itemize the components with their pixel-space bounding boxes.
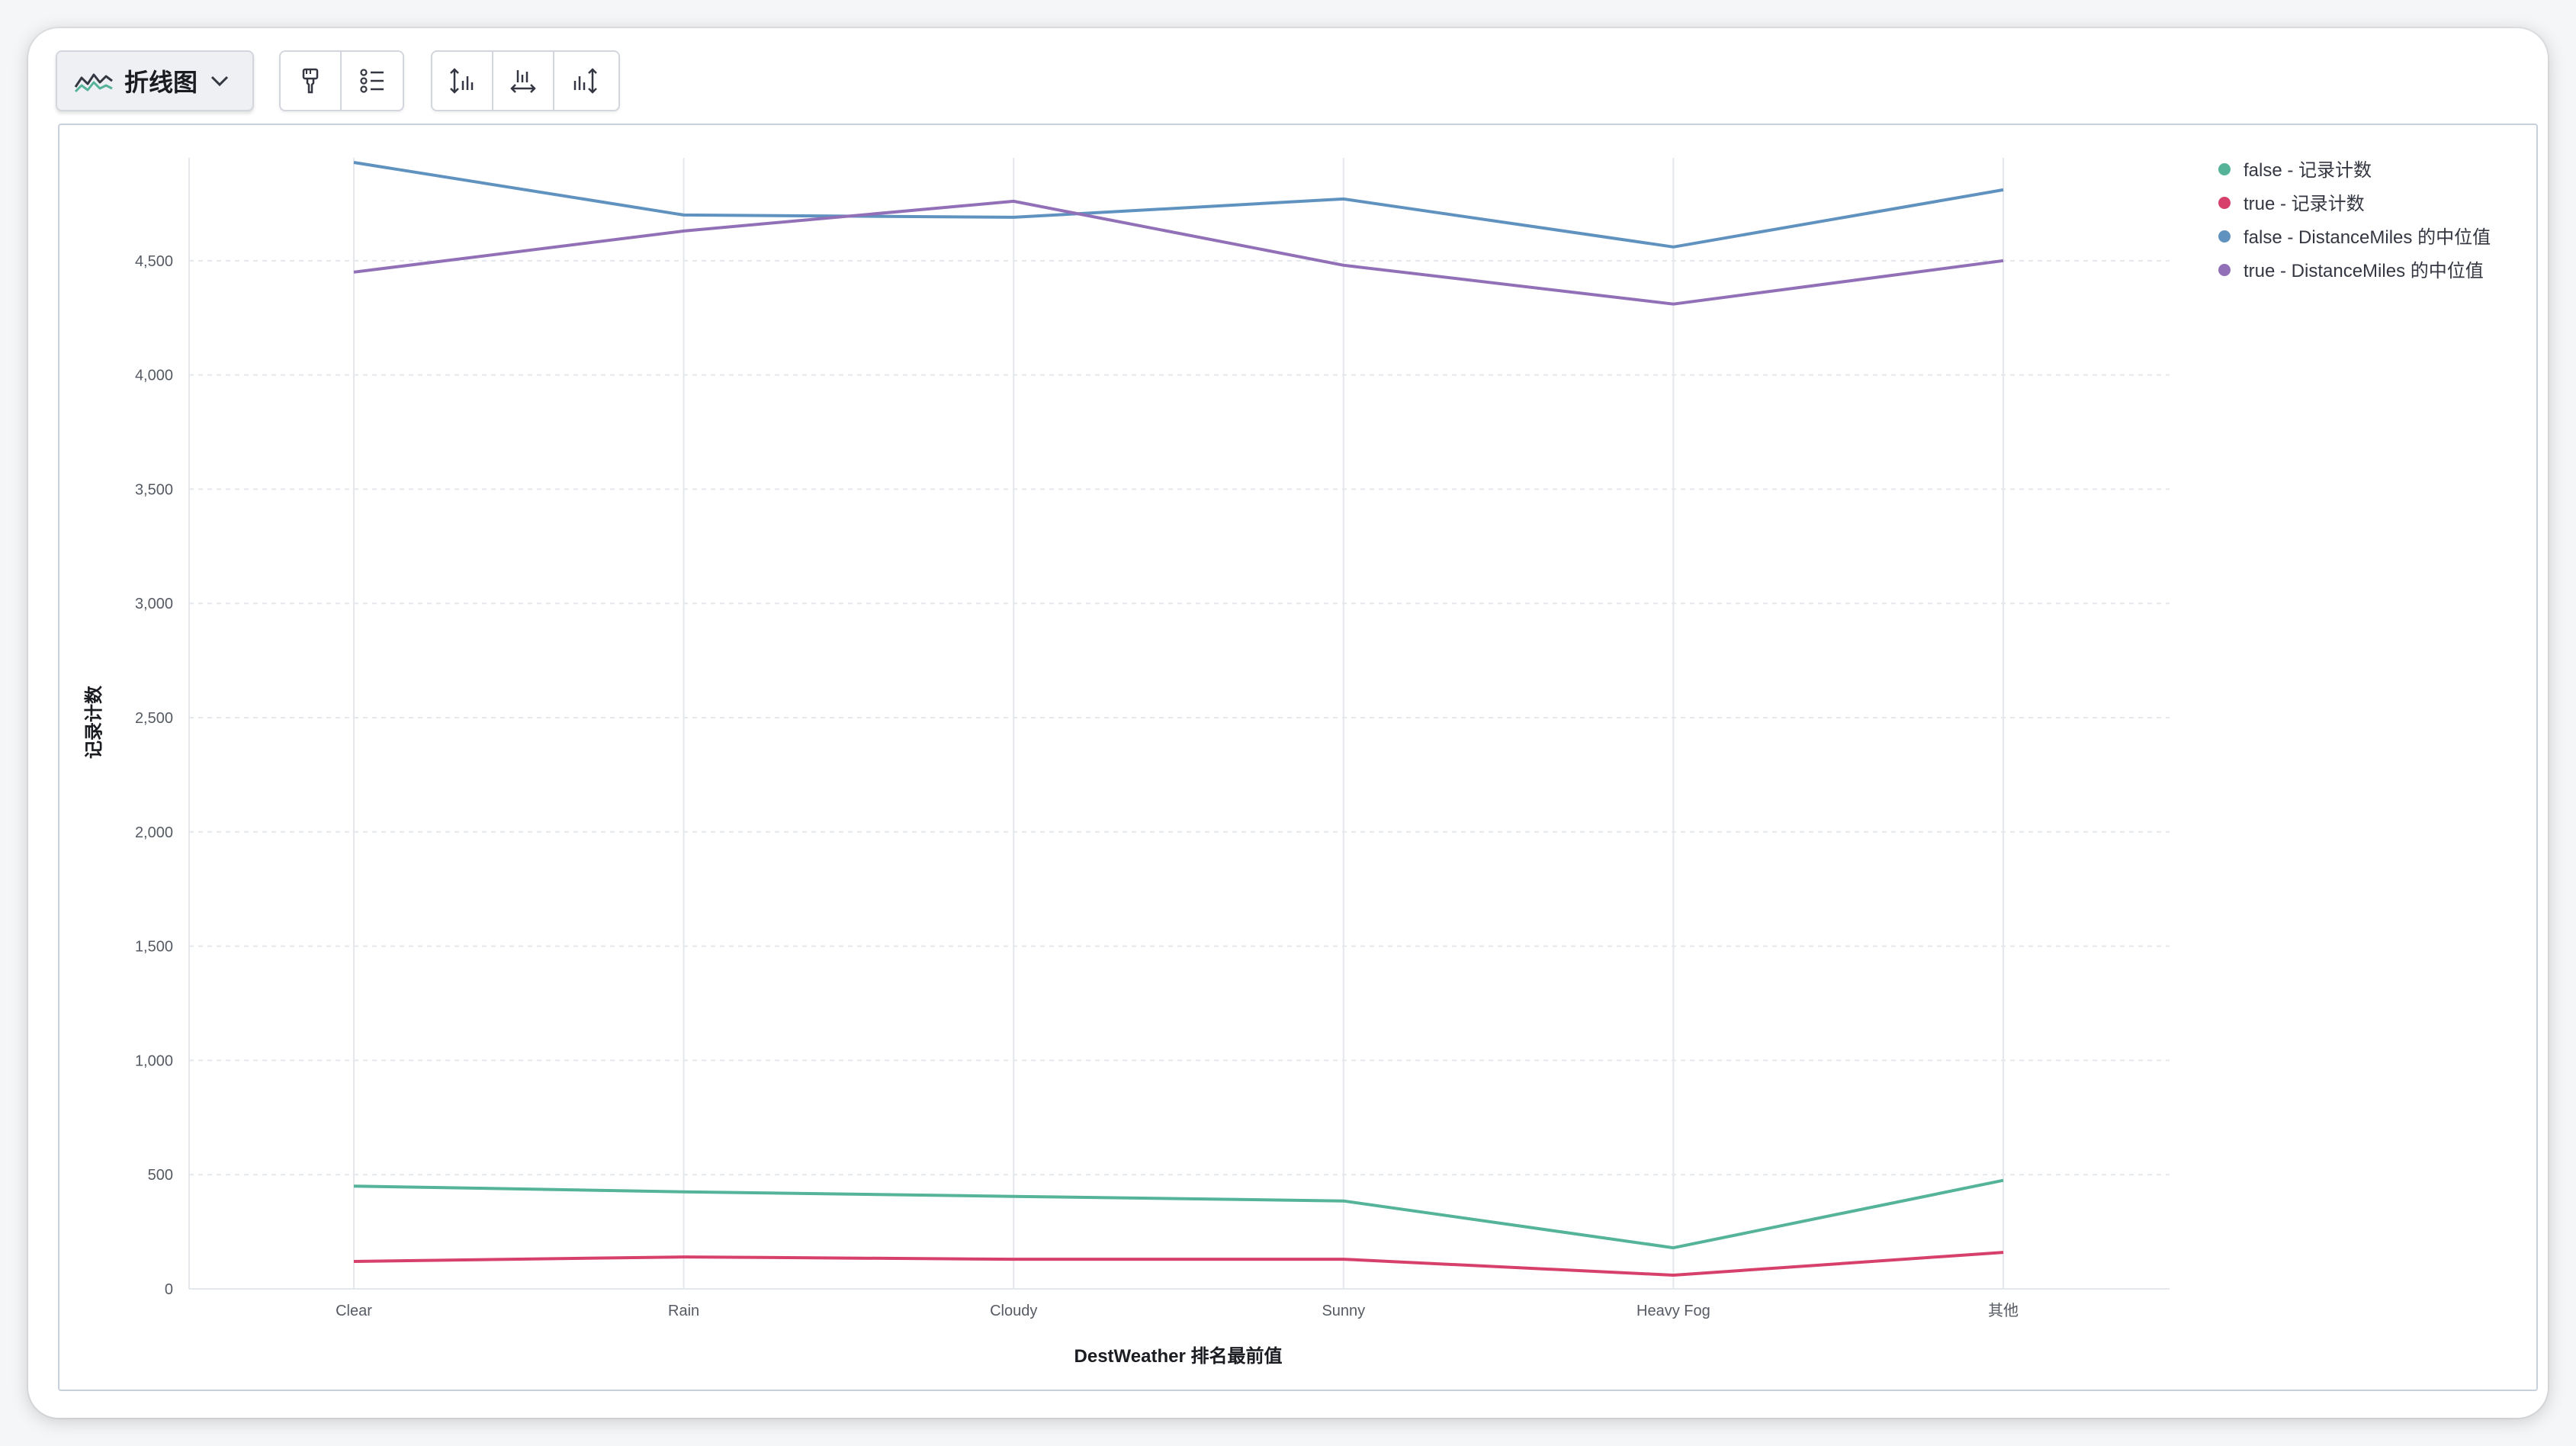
y-tick-label: 0 [165, 1281, 173, 1298]
chevron-down-icon [210, 76, 229, 87]
y-tick-label: 2,000 [135, 824, 173, 841]
axis-layer: 0 500 1,000 1,500 2,000 2,500 3,000 3,500 4,000 4… [135, 158, 2170, 1319]
plot-panel [58, 124, 2538, 1391]
y-tick-label: 4,500 [135, 253, 173, 270]
x-tick-label: Sunny [1322, 1303, 1365, 1319]
legend-swatch [2218, 230, 2231, 243]
legend-swatch [2218, 264, 2231, 276]
x-tick-label: 其他 [1988, 1302, 2019, 1319]
chart-type-label: 折线图 [124, 69, 198, 96]
series-line [353, 1178, 2004, 1250]
y-tick-label: 1,500 [135, 939, 173, 956]
x-tick-label: Cloudy [990, 1303, 1037, 1319]
right-axis-icon [573, 68, 597, 94]
x-tick-label: Clear [336, 1303, 372, 1319]
chart-type-selector[interactable]: 折线图 [56, 50, 254, 111]
axis-button-group [431, 50, 620, 111]
x-tick-label: Rain [668, 1303, 699, 1319]
appearance-button-group [279, 50, 404, 111]
y-tick-label: 3,000 [135, 596, 173, 612]
line-chart-icon [74, 73, 113, 93]
left-axis-icon [450, 68, 474, 94]
series-line [353, 1251, 2004, 1277]
legend-entry-label: true - DistanceMiles 的中位值 [2244, 261, 2484, 281]
series-layer [353, 161, 2004, 1277]
y-tick-label: 4,000 [135, 368, 173, 384]
legend-entry-label: true - 记录计数 [2244, 194, 2365, 214]
visual-options-button[interactable] [281, 52, 342, 110]
legend: false - 记录计数 true - 记录计数 false - DistanceM… [2218, 160, 2491, 281]
paint-brush-icon [302, 68, 319, 94]
legend-button[interactable] [342, 52, 403, 110]
y-tick-label: 2,500 [135, 710, 173, 727]
y-tick-label: 1,000 [135, 1052, 173, 1069]
x-axis-title: DestWeather 排名最前值 [1074, 1345, 1283, 1367]
series-line [353, 199, 2004, 306]
y-tick-label: 3,500 [135, 481, 173, 498]
right-axis-button[interactable] [554, 52, 615, 110]
legend-entry-label: false - DistanceMiles 的中位值 [2244, 227, 2491, 248]
bottom-axis-button[interactable] [493, 52, 554, 110]
grid-layer [189, 158, 2170, 1289]
legend-list-icon [360, 69, 384, 93]
legend-swatch [2218, 197, 2231, 209]
series-line [353, 161, 2004, 249]
left-axis-button[interactable] [432, 52, 493, 110]
bottom-axis-icon [510, 70, 536, 93]
y-tick-label: 500 [148, 1167, 173, 1184]
legend-entry-label: false - 记录计数 [2244, 160, 2372, 181]
x-tick-label: Heavy Fog [1636, 1303, 1710, 1319]
legend-swatch [2218, 163, 2231, 175]
y-axis-title: 记录计数 [84, 685, 104, 759]
